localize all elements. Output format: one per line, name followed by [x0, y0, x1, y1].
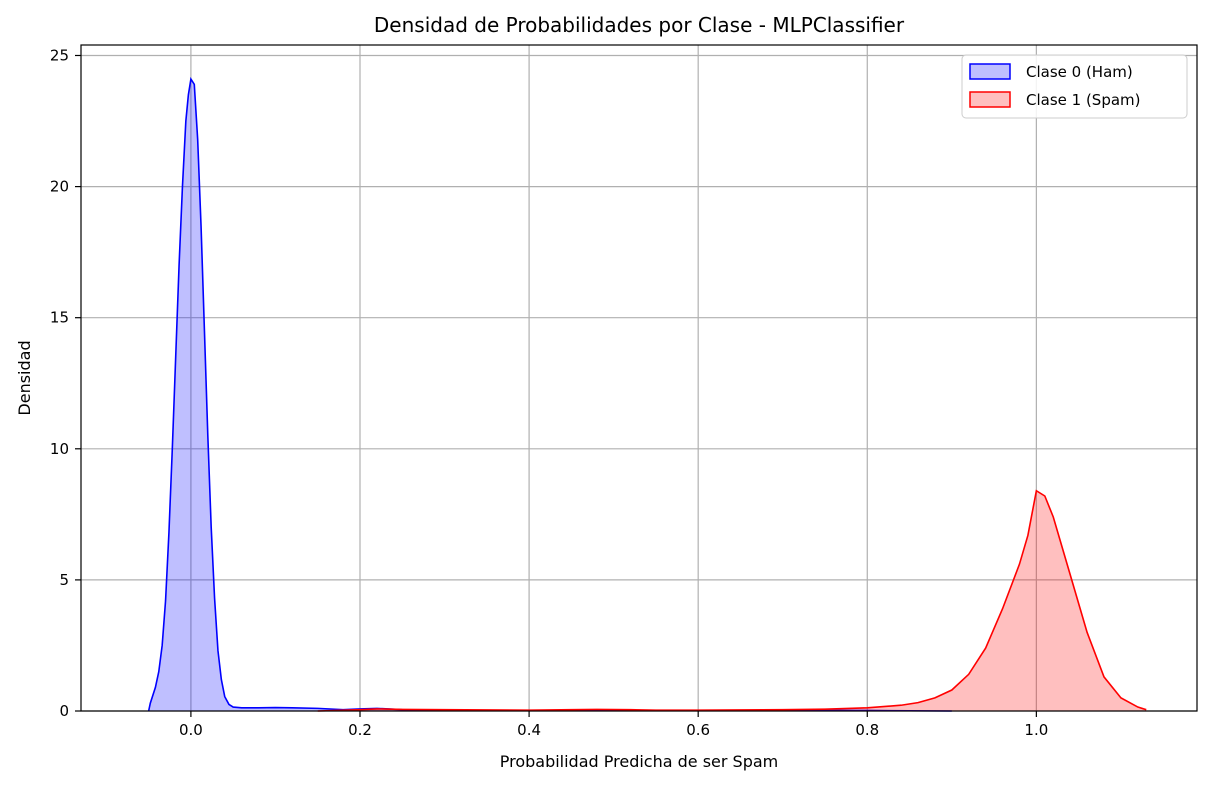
tick-layer: 0.0 0.2 0.4 0.6 0.8 1.0 0 5 10 15 20 25 — [50, 46, 1048, 739]
y-tick-label: 5 — [59, 571, 69, 589]
legend-swatch-ham — [969, 63, 1011, 80]
y-tick-label: 20 — [50, 178, 69, 196]
legend: Clase 0 (Ham) Clase 1 (Spam) — [961, 54, 1188, 119]
y-axis-label: Densidad — [15, 340, 34, 415]
x-tick-label: 0.2 — [348, 721, 372, 739]
y-tick-label: 15 — [50, 309, 69, 327]
x-tick-label: 1.0 — [1024, 721, 1048, 739]
legend-swatch-spam — [969, 91, 1011, 108]
y-tick-label: 10 — [50, 440, 69, 458]
legend-label-ham: Clase 0 (Ham) — [1026, 63, 1133, 81]
chart-title: Densidad de Probabilidades por Clase - M… — [374, 13, 905, 37]
x-tick-label: 0.8 — [855, 721, 879, 739]
x-tick-label: 0.0 — [179, 721, 203, 739]
density-area-spam — [317, 490, 1147, 711]
plot-frame — [80, 44, 1198, 712]
x-tick-label: 0.6 — [686, 721, 710, 739]
x-axis-label: Probabilidad Predicha de ser Spam — [500, 752, 779, 771]
y-tick-label: 25 — [50, 46, 69, 64]
legend-label-spam: Clase 1 (Spam) — [1026, 91, 1141, 109]
density-line-spam — [317, 489, 1147, 712]
legend-box — [961, 54, 1188, 119]
y-tick-label: 0 — [59, 702, 69, 720]
area-layer — [147, 76, 1147, 712]
x-tick-label: 0.4 — [517, 721, 541, 739]
density-line-ham — [147, 76, 952, 712]
density-area-ham — [148, 79, 952, 712]
